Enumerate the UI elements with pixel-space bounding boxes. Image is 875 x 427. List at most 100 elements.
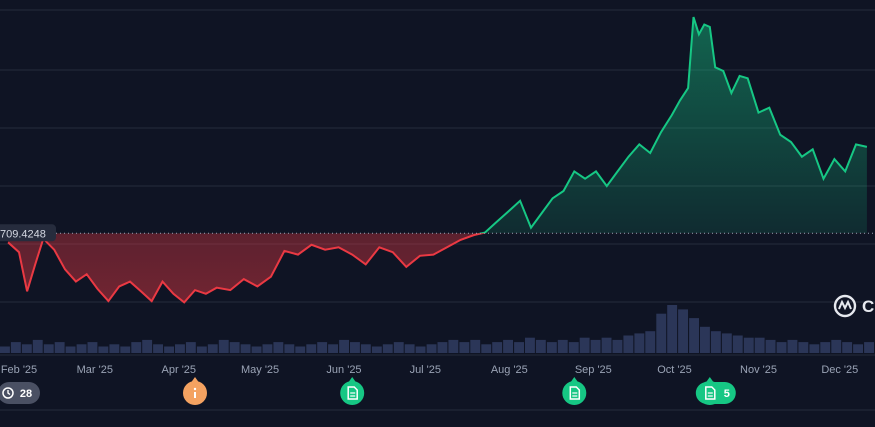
event-marker-news-1[interactable] <box>340 377 365 405</box>
volume-bar <box>601 337 612 353</box>
event-count: 28 <box>20 388 32 400</box>
document-icon <box>705 386 716 400</box>
volume-bar <box>273 342 284 353</box>
volume-bar <box>525 337 535 353</box>
x-tick-label: Jul '25 <box>410 364 441 376</box>
volume-bar <box>0 346 10 353</box>
volume-bar <box>393 342 404 353</box>
area-below-baseline <box>8 233 482 303</box>
volume-bar <box>656 313 667 353</box>
volume-bar <box>295 346 306 353</box>
event-marker-history[interactable]: 28 <box>0 382 40 404</box>
volume-bar <box>864 342 874 353</box>
volume-bar <box>175 344 185 353</box>
volume-bar <box>721 333 732 353</box>
svg-text:709.4248: 709.4248 <box>0 228 46 240</box>
volume-bar <box>448 339 459 353</box>
volume-bar <box>54 342 65 353</box>
volume-bar <box>623 335 634 353</box>
event-markers: 28 5 <box>0 377 736 405</box>
volume-bar <box>21 344 32 353</box>
volume-bar <box>754 337 765 353</box>
volume-bar <box>350 342 360 353</box>
event-marker-info[interactable] <box>183 377 207 405</box>
volume-bar <box>535 339 546 353</box>
volume-bar <box>820 342 831 353</box>
volume-bar <box>98 346 109 353</box>
document-icon <box>569 386 581 400</box>
x-tick-label: Dec '25 <box>821 364 858 376</box>
volume-bar <box>76 344 87 353</box>
volume-bar <box>743 337 754 353</box>
volume-bar <box>732 335 743 353</box>
volume-bar <box>579 337 590 353</box>
volume-bar <box>218 339 229 353</box>
volume-bar <box>634 333 645 353</box>
coinmarketcap-logo <box>833 294 857 318</box>
watermark: C <box>833 294 874 318</box>
volume-bar <box>317 342 328 353</box>
volume-bar <box>306 344 317 353</box>
volume-bar <box>196 346 207 353</box>
volume-bar <box>142 339 153 353</box>
volume-bar <box>32 339 43 353</box>
volume-bar <box>503 339 513 353</box>
volume-bar <box>120 346 131 353</box>
volume-bar <box>185 342 196 353</box>
event-marker-news-3[interactable]: 5 <box>695 377 736 405</box>
volume-bar <box>787 339 798 353</box>
x-tick-label: Sep '25 <box>575 364 612 376</box>
volume-bar <box>853 344 863 353</box>
volume-bar <box>809 344 820 353</box>
event-marker-news-2[interactable] <box>562 377 587 405</box>
x-tick-label: Oct '25 <box>657 364 692 376</box>
volume-bar <box>65 346 76 353</box>
volume-bar <box>382 344 393 353</box>
volume-bar <box>546 342 557 353</box>
volume-bar <box>240 344 251 353</box>
volume-bar <box>371 346 382 353</box>
volume-bar <box>284 344 295 353</box>
volume-bar <box>689 318 699 353</box>
volume-bar <box>557 339 568 353</box>
volume-bar <box>360 344 371 353</box>
x-tick-label: Feb '25 <box>1 364 37 376</box>
volume-bar <box>262 344 273 353</box>
volume-bar <box>43 344 54 353</box>
volume-bar <box>251 346 262 353</box>
x-tick-label: Aug '25 <box>491 364 528 376</box>
x-tick-label: Nov '25 <box>740 364 777 376</box>
volume-bar <box>831 339 842 353</box>
area-above-baseline <box>8 17 867 234</box>
volume-bar <box>842 342 853 353</box>
volume-bar <box>229 342 240 353</box>
info-icon <box>193 387 197 398</box>
x-tick-label: May '25 <box>241 364 279 376</box>
volume-bar <box>207 344 218 353</box>
volume-bar <box>514 342 524 353</box>
volume-bar <box>470 339 481 353</box>
volume-bar <box>765 339 776 353</box>
volume-bar <box>710 331 721 353</box>
volume-bar <box>612 339 623 353</box>
volume-bar <box>678 309 688 353</box>
x-tick-label: Mar '25 <box>77 364 113 376</box>
volume-bar <box>415 346 426 353</box>
volume-bar <box>426 344 437 353</box>
clock-icon <box>2 387 14 399</box>
volume-bar <box>164 346 174 353</box>
volume-bar <box>492 342 503 353</box>
volume-bar <box>776 342 787 353</box>
volume-bar <box>645 331 656 353</box>
volume-bar <box>87 342 98 353</box>
price-line-down <box>7 233 486 304</box>
x-tick-label: Jun '25 <box>326 364 361 376</box>
volume-bar <box>109 344 120 353</box>
volume-bar <box>328 344 338 353</box>
volume-bars <box>0 305 874 353</box>
volume-bar <box>339 339 349 353</box>
svg-text:C: C <box>862 297 874 316</box>
volume-bar <box>700 326 710 353</box>
volume-bar <box>667 305 678 353</box>
